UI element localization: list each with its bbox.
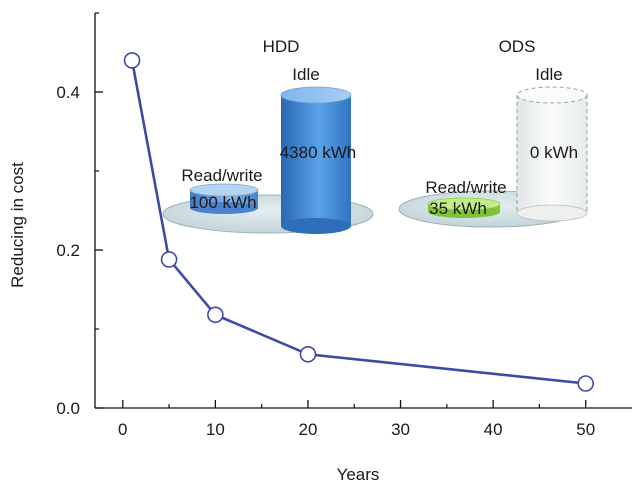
hdd-idle-cylinder [280,86,352,234]
axes [94,13,632,409]
data-point [123,52,141,69]
x-tick-label: 30 [391,420,410,439]
x-tick-label: 50 [576,420,595,439]
hdd-idle-value: 4380 kWh [280,143,357,162]
data-point [160,251,178,268]
data-point [299,345,317,363]
y-tick-label: 0.4 [56,83,80,102]
inset-hdd: HDD Idle 4380 kWh Read/write 100 kWh [162,37,374,234]
data-point [577,375,595,392]
y-axis-label: Reducing in cost [8,162,27,288]
x-ticks: 0 10 20 30 40 50 [118,400,595,439]
x-tick-label: 10 [206,420,225,439]
ods-idle-cylinder [516,86,588,222]
hdd-readwrite-label: Read/write [181,166,262,185]
y-tick-label: 0.2 [56,241,80,260]
series-layer [123,52,595,392]
y-ticks: 0.0 0.2 0.4 [56,12,103,418]
x-tick-label: 20 [298,420,317,439]
hdd-readwrite-cylinder [189,183,259,214]
ods-readwrite-cylinder [427,197,501,218]
data-point [207,306,224,324]
hdd-title: HDD [263,37,300,56]
inset-ods: ODS Idle 0 kWh Read/write 35 kWh [398,37,588,228]
ods-idle-label: Idle [535,65,562,84]
x-tick-label: 40 [484,420,503,439]
ods-idle-value: 0 kWh [530,143,578,162]
ods-readwrite-label: Read/write [425,178,506,197]
x-tick-label: 0 [118,420,127,439]
hdd-readwrite-value: 100 kWh [189,193,256,212]
y-tick-label: 0.0 [56,399,80,418]
x-axis-label: Years [337,465,380,483]
ods-title: ODS [499,37,536,56]
ods-readwrite-value: 35 kWh [429,199,487,218]
hdd-idle-label: Idle [292,65,319,84]
